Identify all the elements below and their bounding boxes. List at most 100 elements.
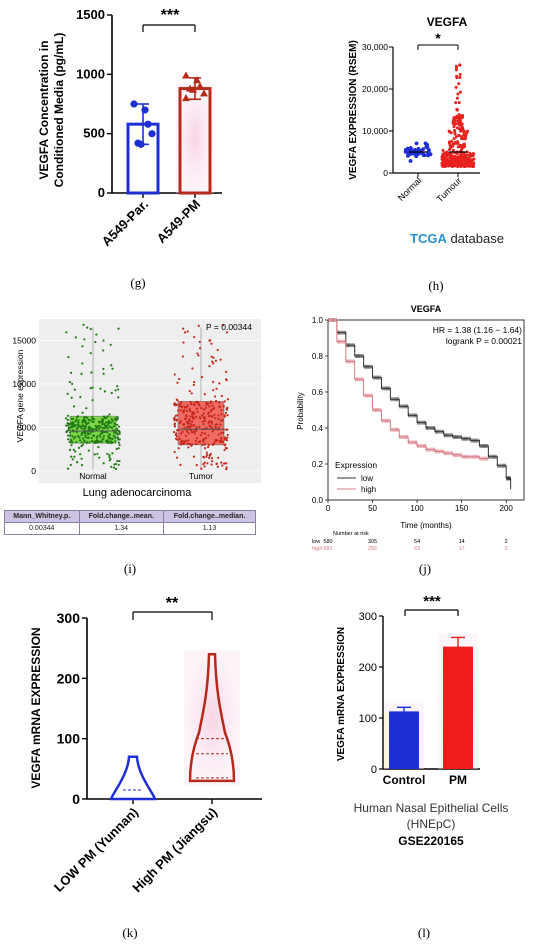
g-point-1-6 (182, 94, 190, 102)
i-point-1-267 (215, 400, 218, 403)
i-point-1-244 (203, 443, 206, 446)
i-point-0-197 (100, 432, 103, 435)
i-point-1-245 (225, 462, 228, 465)
i-point-1-231 (211, 415, 214, 418)
h-point-tumour-278 (455, 114, 459, 118)
h-caption-rest: database (447, 231, 504, 246)
i-point-0-82 (95, 333, 98, 336)
g-panel-label: (g) (130, 275, 145, 290)
h-point-tumour-373 (448, 130, 452, 134)
i-point-0-83 (110, 364, 113, 367)
i-point-0-305 (112, 466, 116, 469)
i-point-0-284 (92, 434, 96, 437)
i-point-1-91 (220, 413, 223, 416)
h-point-normal-40 (425, 142, 430, 147)
g-xtick-label-1: A549-PM (154, 197, 203, 246)
i-point-0-20 (81, 362, 84, 365)
i-point-1-18 (217, 433, 220, 436)
h-point-tumour-57 (452, 137, 456, 141)
i-point-0-241 (73, 425, 76, 428)
i-point-0-114 (118, 430, 121, 433)
i-point-0-180 (117, 425, 121, 428)
h-point-tumour-226 (454, 135, 458, 139)
i-point-0-237 (117, 438, 120, 441)
g-point-0-1 (141, 106, 149, 114)
i-point-1-61 (203, 419, 206, 423)
i-point-1-287 (179, 463, 182, 466)
i-point-1-270 (183, 331, 187, 334)
i-point-0-201 (80, 427, 83, 430)
i-point-0-109 (106, 452, 109, 456)
i-point-0-16 (108, 453, 111, 457)
i-point-0-191 (109, 457, 112, 461)
h-point-normal-35 (408, 145, 413, 150)
i-point-1-97 (208, 424, 211, 427)
i-point-1-33 (216, 348, 219, 352)
j-km-curve-low (328, 319, 512, 490)
h-point-normal-44 (428, 152, 433, 157)
i-point-0-311 (89, 387, 92, 390)
i-point-1-178 (177, 409, 180, 412)
i-point-1-307 (212, 443, 215, 446)
panel-i: VEGFA gene expression 0 5000 10000 15000 Nor… (12, 319, 261, 576)
i-point-0-77 (65, 331, 68, 334)
h-point-tumour-261 (452, 125, 456, 129)
i-point-1-265 (201, 431, 204, 434)
i-point-0-282 (105, 416, 108, 420)
i-point-0-294 (72, 448, 75, 451)
i-point-1-224 (188, 408, 191, 411)
i-point-1-188 (190, 431, 194, 434)
i-point-1-305 (187, 419, 191, 423)
i-point-1-81 (188, 410, 192, 413)
i-point-0-164 (66, 467, 70, 470)
i-point-1-45 (173, 373, 176, 376)
i-point-0-321 (100, 440, 104, 443)
h-point-tumour-341 (443, 155, 447, 159)
i-point-0-52 (118, 443, 121, 447)
i-point-1-255 (223, 400, 226, 403)
i-point-0-214 (101, 419, 104, 422)
i-point-0-71 (111, 367, 114, 370)
i-point-0-3 (80, 433, 83, 437)
h-point-tumour-234 (450, 139, 454, 143)
i-point-0-166 (85, 407, 88, 410)
h-point-tumour-241 (467, 153, 471, 157)
i-point-1-137 (213, 395, 217, 398)
i-point-0-28 (84, 419, 87, 422)
i-point-0-210 (108, 413, 111, 416)
l-ytick-label-0: 0 (371, 764, 377, 776)
i-point-0-293 (118, 432, 121, 435)
h-point-tumour-338 (454, 156, 458, 160)
i-point-0-243 (69, 463, 72, 467)
i-point-1-48 (210, 355, 213, 358)
j-ytick-label-2: 0.4 (312, 424, 324, 433)
i-point-0-63 (66, 418, 70, 421)
i-point-1-286 (173, 416, 176, 419)
h-point-tumour-361 (460, 160, 464, 164)
i-point-1-107 (196, 352, 199, 355)
i-point-0-84 (106, 415, 109, 418)
h-point-normal-37 (403, 148, 408, 152)
i-point-1-279 (209, 401, 213, 404)
i-point-1-74 (193, 335, 196, 339)
i-point-0-297 (70, 455, 73, 458)
i-point-0-22 (89, 352, 92, 355)
i-point-1-324 (225, 447, 228, 450)
i-point-1-228 (181, 405, 184, 408)
i-point-0-273 (84, 435, 87, 439)
i-point-1-251 (191, 367, 194, 370)
i-point-1-198 (220, 419, 223, 422)
i-point-0-117 (89, 419, 92, 422)
i-point-0-58 (91, 386, 94, 389)
i-point-0-248 (116, 416, 119, 419)
i-point-1-155 (184, 434, 188, 437)
i-point-0-138 (81, 443, 84, 446)
i-point-1-65 (211, 460, 214, 463)
h-point-tumour-354 (441, 152, 445, 156)
i-point-1-26 (172, 430, 176, 434)
i-point-0-179 (106, 439, 109, 442)
i-point-0-291 (77, 446, 81, 449)
l-bar-1 (443, 646, 473, 769)
i-point-0-75 (111, 452, 114, 455)
i-point-1-210 (210, 422, 213, 425)
